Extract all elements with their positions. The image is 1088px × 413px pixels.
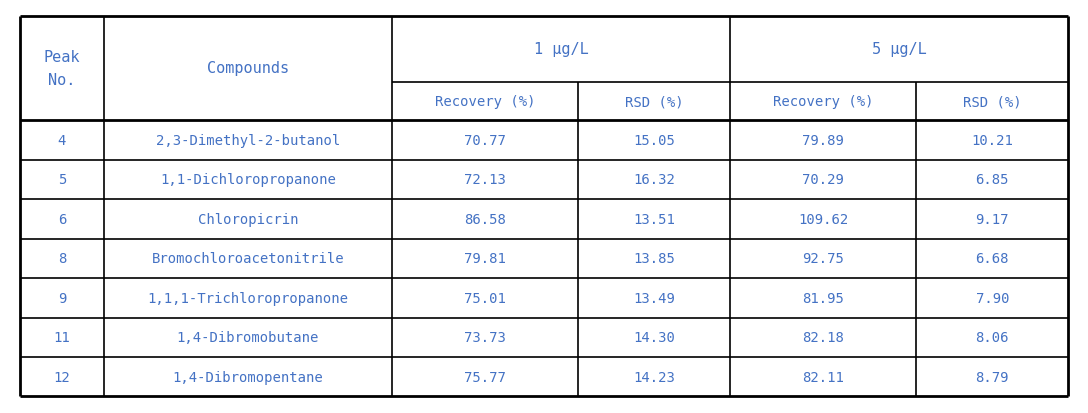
Text: 75.77: 75.77 <box>463 370 506 384</box>
Text: 13.85: 13.85 <box>633 252 675 266</box>
Text: 82.11: 82.11 <box>802 370 844 384</box>
Text: 72.13: 72.13 <box>463 173 506 187</box>
Text: 92.75: 92.75 <box>802 252 844 266</box>
Text: 6.68: 6.68 <box>976 252 1009 266</box>
Text: 79.81: 79.81 <box>463 252 506 266</box>
Text: Recovery (%): Recovery (%) <box>772 95 874 109</box>
Text: 10.21: 10.21 <box>972 134 1013 148</box>
Text: 2,3-Dimethyl-2-butanol: 2,3-Dimethyl-2-butanol <box>156 134 341 148</box>
Text: 4: 4 <box>58 134 66 148</box>
Text: 81.95: 81.95 <box>802 291 844 305</box>
Text: 9.17: 9.17 <box>976 212 1009 226</box>
Text: 1,1,1-Trichloropropanone: 1,1,1-Trichloropropanone <box>148 291 348 305</box>
Text: 1,4-Dibromobutane: 1,4-Dibromobutane <box>176 330 319 344</box>
Text: 5: 5 <box>58 173 66 187</box>
Text: 73.73: 73.73 <box>463 330 506 344</box>
Text: Chloropicrin: Chloropicrin <box>198 212 298 226</box>
Text: Recovery (%): Recovery (%) <box>434 95 535 109</box>
Text: 16.32: 16.32 <box>633 173 675 187</box>
Text: 15.05: 15.05 <box>633 134 675 148</box>
Text: 70.29: 70.29 <box>802 173 844 187</box>
Text: 13.49: 13.49 <box>633 291 675 305</box>
Text: 79.89: 79.89 <box>802 134 844 148</box>
Text: 11: 11 <box>53 330 71 344</box>
Text: 70.77: 70.77 <box>463 134 506 148</box>
Text: 75.01: 75.01 <box>463 291 506 305</box>
Text: 7.90: 7.90 <box>976 291 1009 305</box>
Text: 14.23: 14.23 <box>633 370 675 384</box>
Text: 12: 12 <box>53 370 71 384</box>
Text: 14.30: 14.30 <box>633 330 675 344</box>
Text: 9: 9 <box>58 291 66 305</box>
Text: 82.18: 82.18 <box>802 330 844 344</box>
Text: 8.06: 8.06 <box>976 330 1009 344</box>
Text: 6.85: 6.85 <box>976 173 1009 187</box>
Text: 5 μg/L: 5 μg/L <box>871 42 927 57</box>
Text: 13.51: 13.51 <box>633 212 675 226</box>
Text: Compounds: Compounds <box>207 61 289 76</box>
Text: RSD (%): RSD (%) <box>963 95 1022 109</box>
Text: 8: 8 <box>58 252 66 266</box>
Text: 1,4-Dibromopentane: 1,4-Dibromopentane <box>173 370 323 384</box>
Text: 8.79: 8.79 <box>976 370 1009 384</box>
Text: 6: 6 <box>58 212 66 226</box>
Text: Peak
No.: Peak No. <box>44 50 81 87</box>
Text: 1 μg/L: 1 μg/L <box>533 42 589 57</box>
Text: RSD (%): RSD (%) <box>625 95 683 109</box>
Text: 86.58: 86.58 <box>463 212 506 226</box>
Text: 1,1-Dichloropropanone: 1,1-Dichloropropanone <box>160 173 336 187</box>
Text: Bromochloroacetonitrile: Bromochloroacetonitrile <box>151 252 344 266</box>
Text: 109.62: 109.62 <box>798 212 849 226</box>
